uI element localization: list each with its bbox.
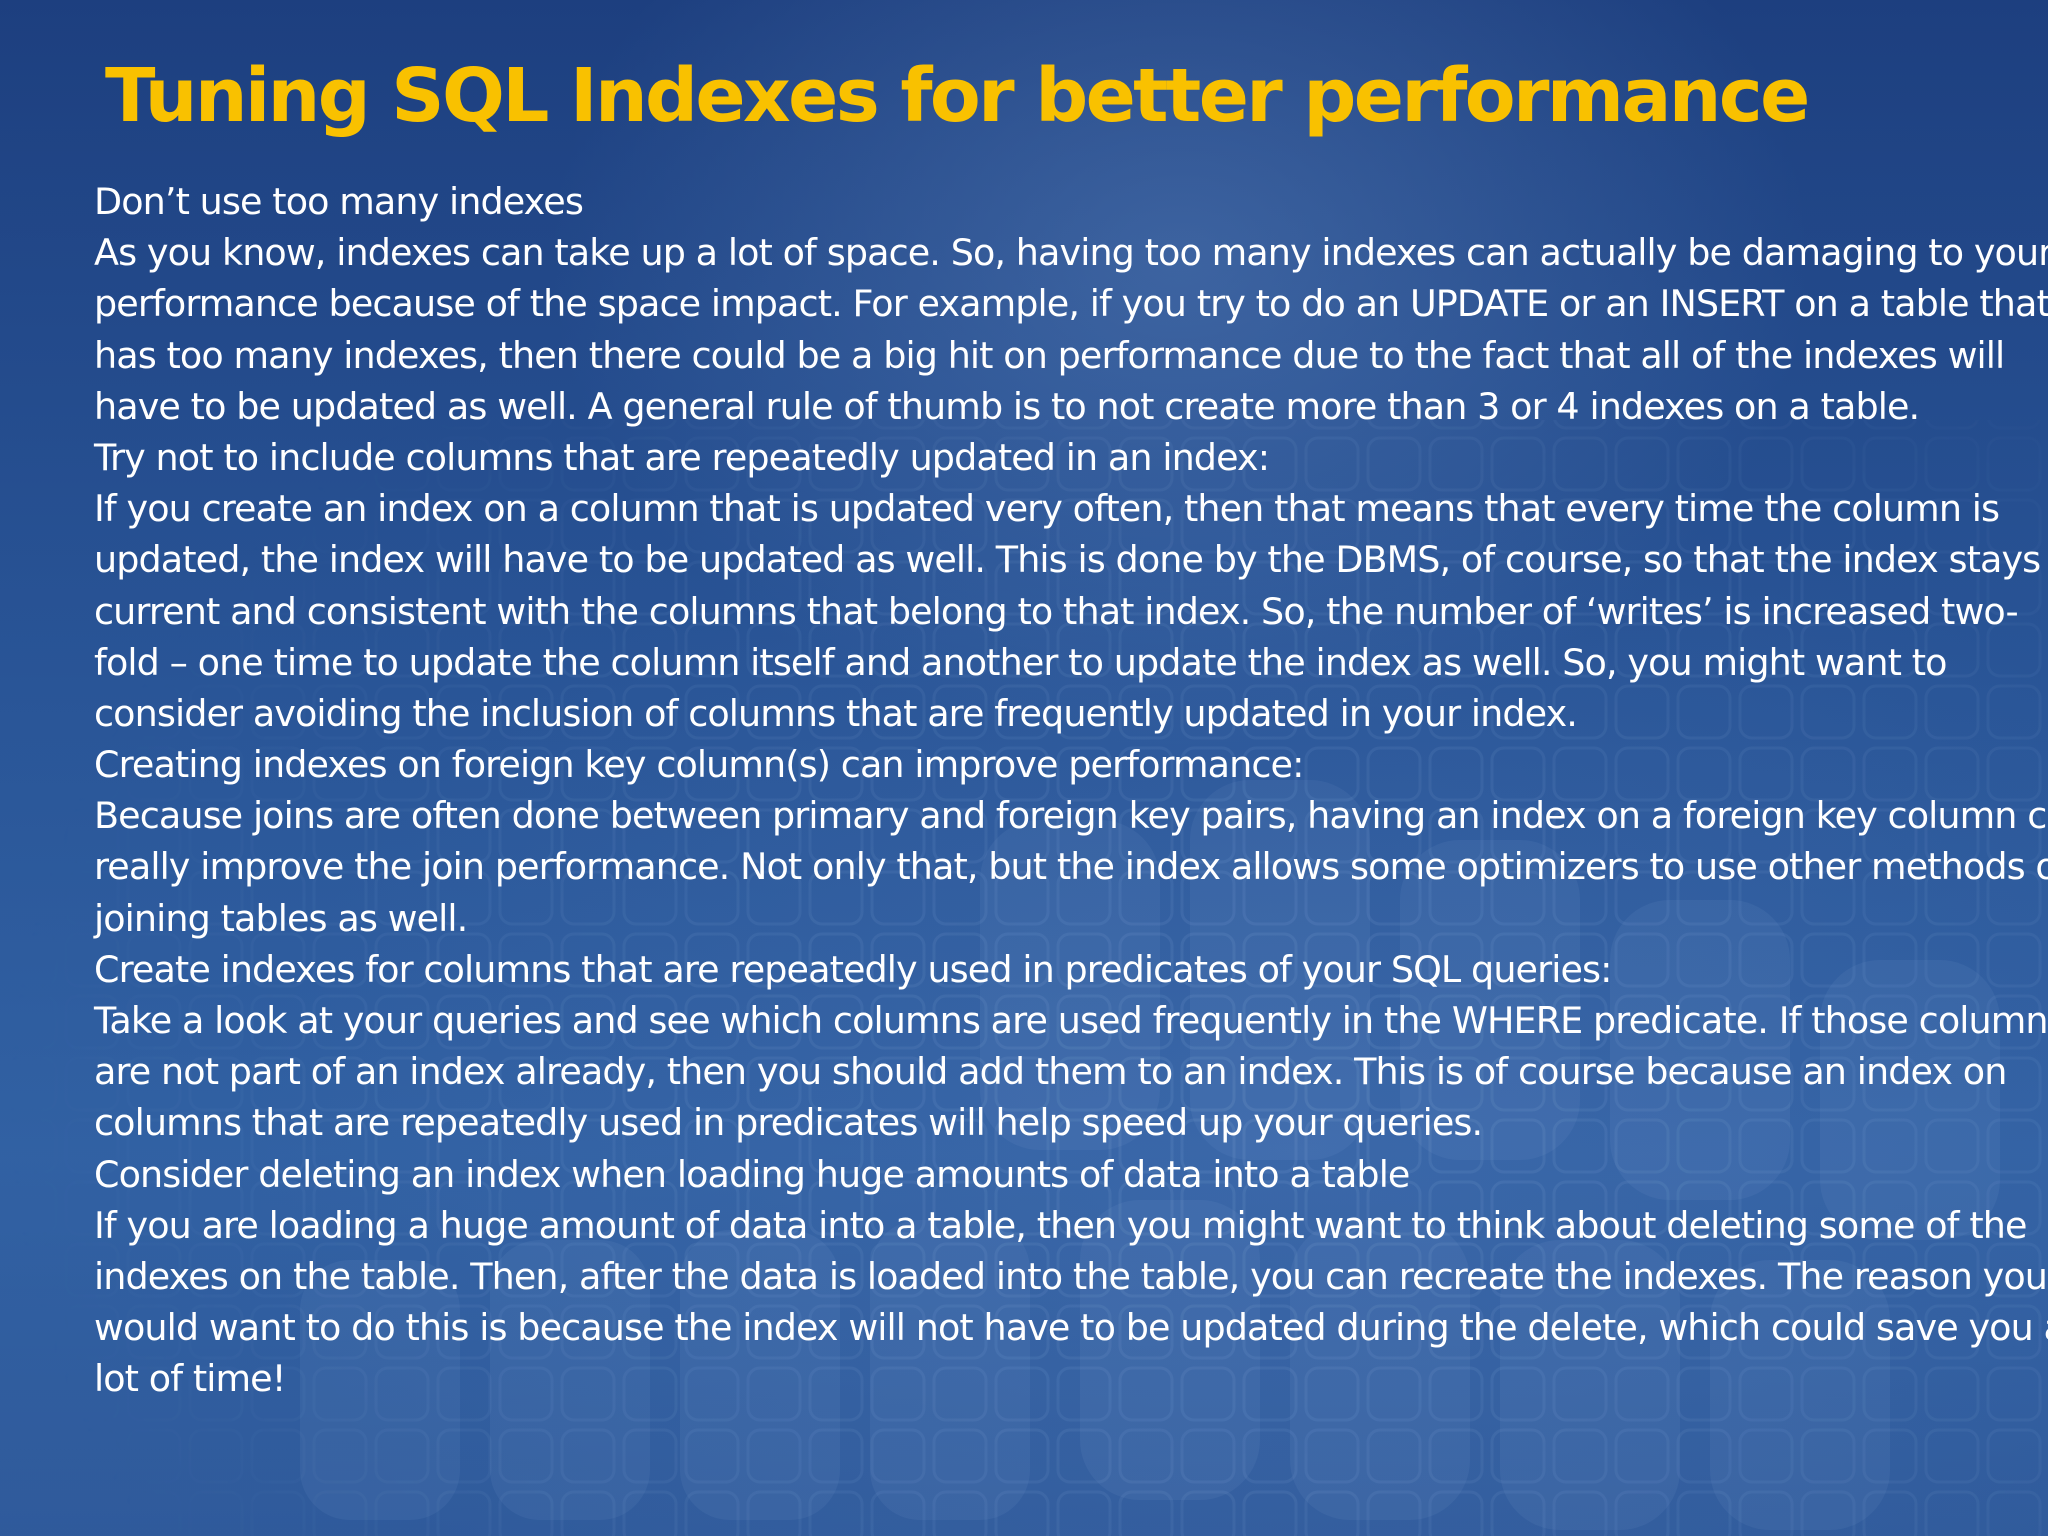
subheading-predicate-columns: Create indexes for columns that are repe… <box>94 947 1612 991</box>
paragraph-line: columns that are repeatedly used in pred… <box>94 1101 1483 1145</box>
paragraph-line: Take a look at your queries and see whic… <box>94 999 2048 1042</box>
paragraph-line: are not part of an index already, then y… <box>94 1050 2007 1094</box>
paragraph-line: updated, the index will have to be updat… <box>94 538 2041 582</box>
subheading-too-many-indexes: Don’t use too many indexes <box>94 180 584 223</box>
paragraph-line: If you are loading a huge amount of data… <box>94 1203 2027 1247</box>
paragraph-line: joining tables as well. <box>94 896 468 940</box>
paragraph-line: indexes on the table. Then, after the da… <box>94 1254 2048 1298</box>
paragraph-line: performance because of the space impact.… <box>94 282 2048 326</box>
subheading-repeatedly-updated-columns: Try not to include columns that are repe… <box>94 435 1270 479</box>
subheading-foreign-key-indexes: Creating indexes on foreign key column(s… <box>94 743 1304 787</box>
paragraph-line: really improve the join performance. Not… <box>94 845 2048 889</box>
paragraph-line: have to be updated as well. A general ru… <box>94 384 1920 428</box>
paragraph-line: As you know, indexes can take up a lot o… <box>94 231 2048 275</box>
paragraph-line: lot of time! <box>94 1357 286 1401</box>
paragraph-line: If you create an index on a column that … <box>94 487 2000 531</box>
subheading-deleting-index-on-load: Consider deleting an index when loading … <box>94 1152 1410 1196</box>
paragraph-line: would want to do this is because the ind… <box>94 1306 2048 1350</box>
paragraph-line: Because joins are often done between pri… <box>94 794 2048 838</box>
slide-title: Tuning SQL Indexes for better performanc… <box>105 53 1810 139</box>
slide-body: Don’t use too many indexes As you know, … <box>94 176 2048 1405</box>
paragraph-line: current and consistent with the columns … <box>94 589 2019 633</box>
paragraph-line: consider avoiding the inclusion of colum… <box>94 691 1578 735</box>
paragraph-line: has too many indexes, then there could b… <box>94 333 2005 377</box>
paragraph-line: fold – one time to update the column its… <box>94 640 1947 684</box>
